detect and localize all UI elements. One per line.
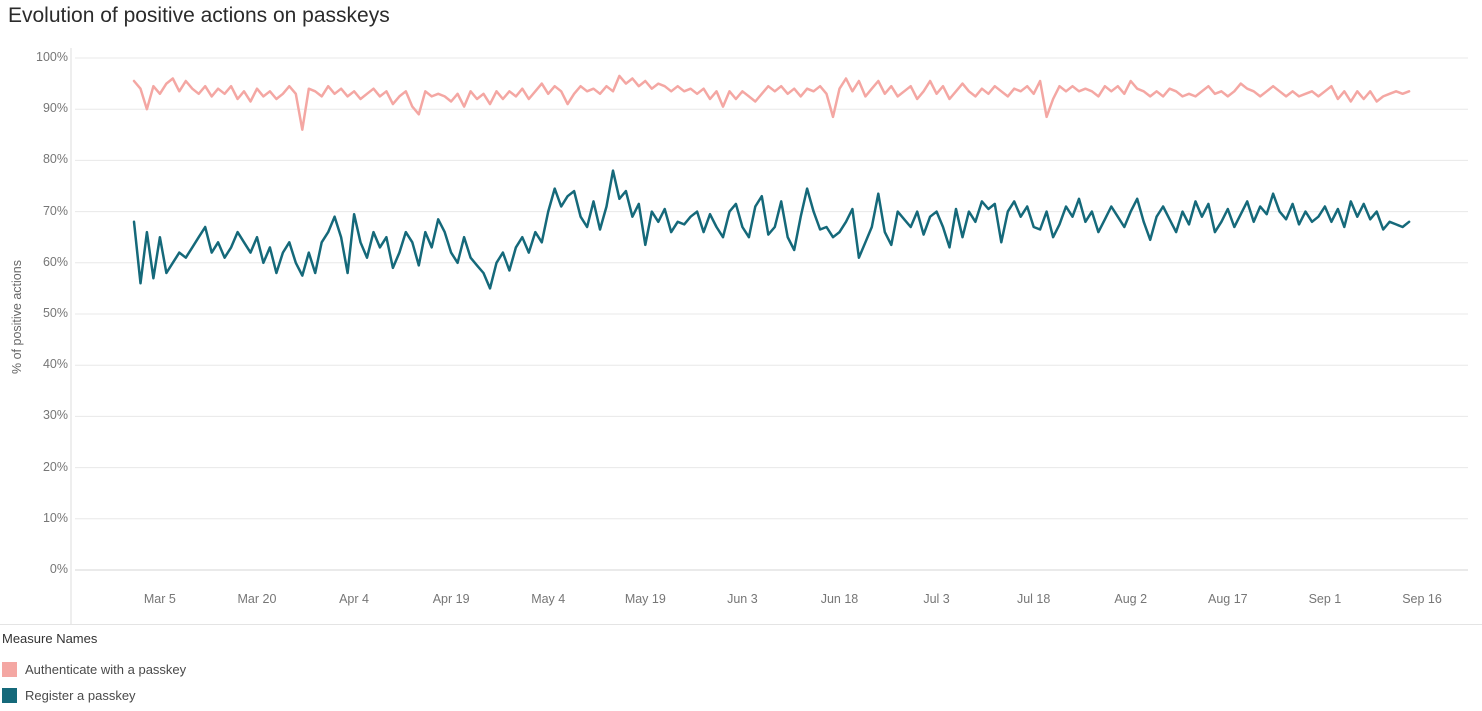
legend: Measure Names Authenticate with a passke… [2,631,186,708]
series-line-register-a-passkey [132,169,1411,290]
legend-title: Measure Names [2,631,98,646]
legend-item-authenticate[interactable]: Authenticate with a passkey [2,656,186,682]
legend-swatch-authenticate [2,661,17,677]
line-chart [0,48,1482,625]
legend-item-label: Register a passkey [25,687,136,703]
y-axis-title: % of positive actions [10,260,24,374]
legend-item-label: Authenticate with a passkey [25,661,187,677]
page-title: Evolution of positive actions on passkey… [8,4,390,27]
legend-item-register[interactable]: Register a passkey [2,682,186,708]
series-line-authenticate-with-a-passkey [132,74,1411,131]
legend-swatch-register [2,687,17,703]
